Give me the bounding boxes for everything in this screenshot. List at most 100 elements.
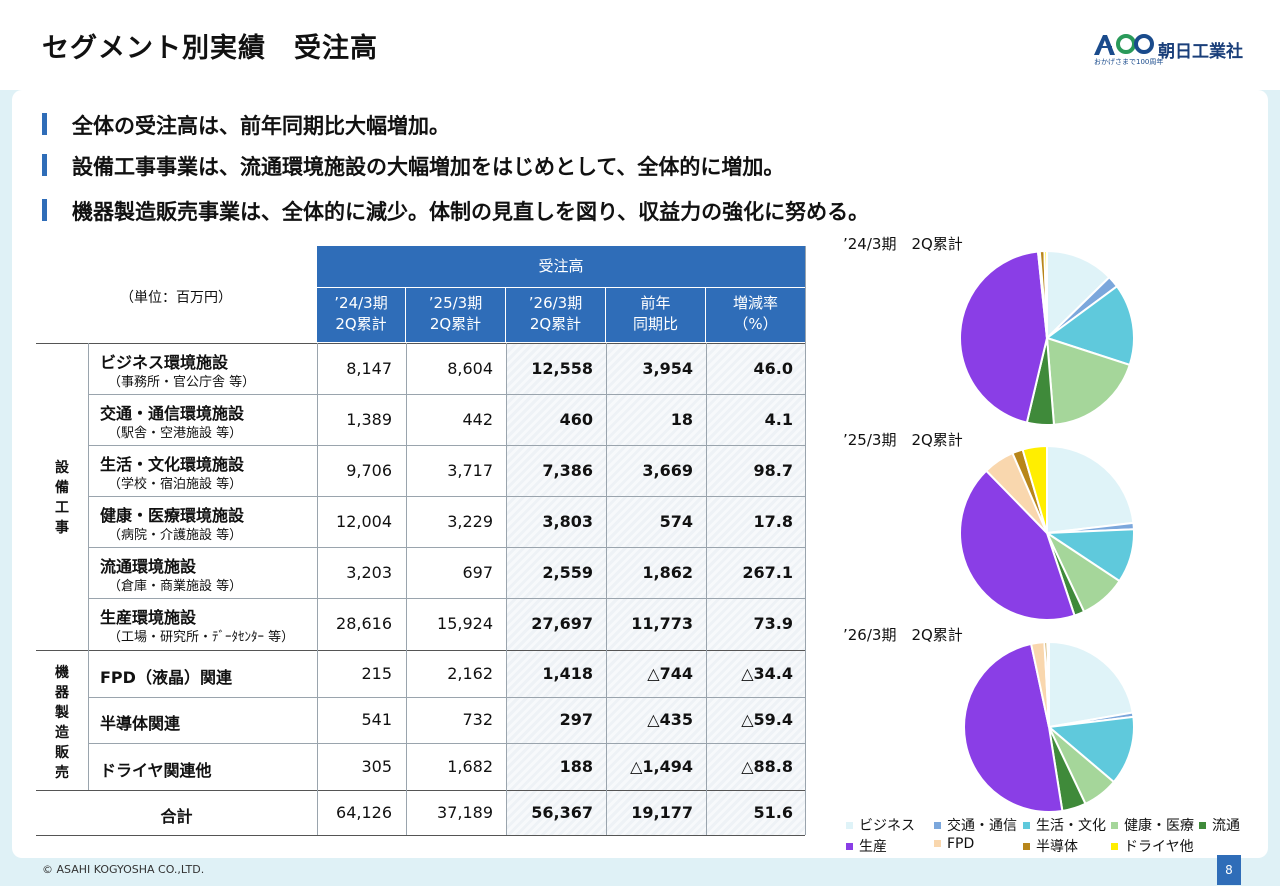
cell-value: 11,773 (631, 614, 693, 633)
bullet-point-1: 全体の受注高は、前年同期比大幅増加。 (42, 110, 450, 140)
row-label: 生産環境施設 (100, 608, 197, 627)
legend-item: 健康・医療 (1111, 815, 1194, 835)
legend-swatch (934, 821, 941, 829)
logo-tagline: おかげさまで100周年 (1094, 58, 1164, 66)
pie-title-fy25: ’25/3期 2Q累計 (843, 431, 963, 449)
legend-label: FPD (947, 836, 975, 852)
cell-value: 3,229 (447, 511, 493, 531)
unit-label: （単位：百万円） (120, 290, 232, 306)
table-rule (88, 445, 805, 446)
table-rule (88, 547, 805, 548)
cell-value: 4.1 (764, 409, 793, 429)
row-label: 健康・医療環境施設 (100, 506, 245, 525)
table-rule (88, 496, 805, 497)
pie-title-fy26: ’26/3期 2Q累計 (843, 626, 963, 644)
page-number: 8 (1217, 855, 1241, 885)
row-label: ビジネス環境施設 (100, 353, 229, 372)
header-bar: セグメント別実績 受注高 おかげさまで100周年 朝日工業社 (0, 0, 1280, 90)
pie-chart-fy24 (959, 249, 1135, 426)
table-rule (88, 598, 805, 599)
cell-value: 2,162 (447, 663, 493, 683)
column-header: ’26/3期 2Q累計 (506, 288, 605, 342)
cell-value: 1,862 (642, 562, 693, 582)
legend-item: ドライヤ他 (1111, 836, 1194, 856)
pie-slice-5 (963, 642, 1064, 813)
table-rule (606, 343, 607, 835)
cell-value: 1,682 (447, 756, 493, 776)
pie-slice-5 (959, 250, 1049, 424)
pie-slice-0 (1046, 444, 1135, 535)
legend-swatch (1023, 842, 1030, 850)
legend-swatch (1111, 821, 1118, 829)
cell-value: 46.0 (753, 358, 793, 378)
total-value: 51.6 (753, 803, 793, 822)
column-header: ’25/3期 2Q累計 (406, 288, 505, 342)
cell-value: 1,418 (542, 663, 593, 683)
company-name: 朝日工業社 (1158, 42, 1243, 62)
table-rule (805, 246, 806, 835)
legend-label: 生産 (859, 839, 887, 855)
total-value: 19,177 (631, 803, 693, 822)
table-rule (36, 835, 805, 836)
pie-slice-0 (1048, 640, 1134, 729)
cell-value: 732 (462, 710, 493, 729)
company-logo: おかげさまで100周年 朝日工業社 (1094, 33, 1244, 69)
row-label: 半導体関連 (100, 714, 181, 733)
cell-value: 188 (559, 756, 593, 776)
pie-slice-3 (1045, 336, 1131, 426)
cell-value: △1,494 (630, 756, 693, 776)
legend-label: 半導体 (1036, 839, 1078, 855)
cell-value: 28,616 (336, 614, 392, 633)
bullet-point-2: 設備工事事業は、流通環境施設の大幅増加をはじめとして、全体的に増加。 (42, 151, 784, 181)
table-rule (36, 343, 805, 344)
pie-chart-fy26 (963, 640, 1135, 813)
table-rule (88, 343, 89, 790)
legend-item: 半導体 (1023, 836, 1078, 856)
cell-value: 1,389 (346, 409, 392, 429)
legend-item: 生活・文化 (1023, 815, 1106, 835)
cell-value: 7,386 (542, 460, 593, 480)
row-sublabel: （駅舎・空港施設 等） (108, 426, 243, 441)
legend-swatch (934, 839, 941, 847)
row-sublabel: （病院・介護施設 等） (108, 528, 243, 543)
row-sublabel: （学校・宿泊施設 等） (108, 477, 243, 492)
pie-slice-5 (959, 469, 1076, 621)
legend-item: 流通 (1199, 815, 1240, 835)
row-label: 交通・通信環境施設 (100, 404, 245, 423)
cell-value: 98.7 (753, 460, 793, 480)
cell-value: 27,697 (531, 614, 593, 633)
row-sublabel: （工場・研究所・ﾃﾞｰﾀｾﾝﾀｰ 等） (108, 630, 295, 645)
cell-value: 8,147 (346, 358, 392, 378)
cell-value: △435 (647, 710, 693, 729)
cell-value: 17.8 (753, 511, 793, 531)
total-label: 合計 (160, 807, 193, 826)
cell-value: 3,803 (542, 511, 593, 531)
cell-value: △744 (647, 663, 693, 683)
cell-value: 12,558 (531, 358, 593, 378)
legend-label: ドライヤ他 (1124, 839, 1194, 855)
pie-slice-8 (1046, 640, 1050, 728)
legend-label: 生活・文化 (1036, 818, 1106, 834)
cell-value: 73.9 (753, 614, 793, 633)
pie-chart-fy25 (959, 444, 1135, 621)
group-label-machinery: 機器製造販売 (55, 665, 69, 781)
cell-value: 3,717 (447, 460, 493, 480)
cell-value: 460 (559, 409, 593, 429)
legend-swatch (846, 821, 853, 829)
total-value: 64,126 (336, 803, 392, 822)
cell-value: 3,954 (642, 358, 693, 378)
group-label-equipment: 設備工事 (55, 460, 69, 536)
copyright: © ASAHI KOGYOSHA CO.,LTD. (42, 863, 205, 876)
cell-value: △59.4 (741, 710, 793, 729)
legend-label: ビジネス (859, 818, 915, 834)
table-rule (88, 697, 805, 698)
column-header: 増減率 （%） (706, 288, 805, 342)
table-rule (36, 790, 805, 791)
legend-swatch (1199, 821, 1206, 829)
row-label: FPD（液晶）関連 (100, 667, 232, 687)
row-label: ドライヤ関連他 (100, 760, 212, 780)
page-title: セグメント別実績 受注高 (42, 33, 378, 64)
pie-slice-2 (1046, 715, 1135, 784)
table-rule (88, 394, 805, 395)
column-header: 前年 同期比 (606, 288, 705, 342)
